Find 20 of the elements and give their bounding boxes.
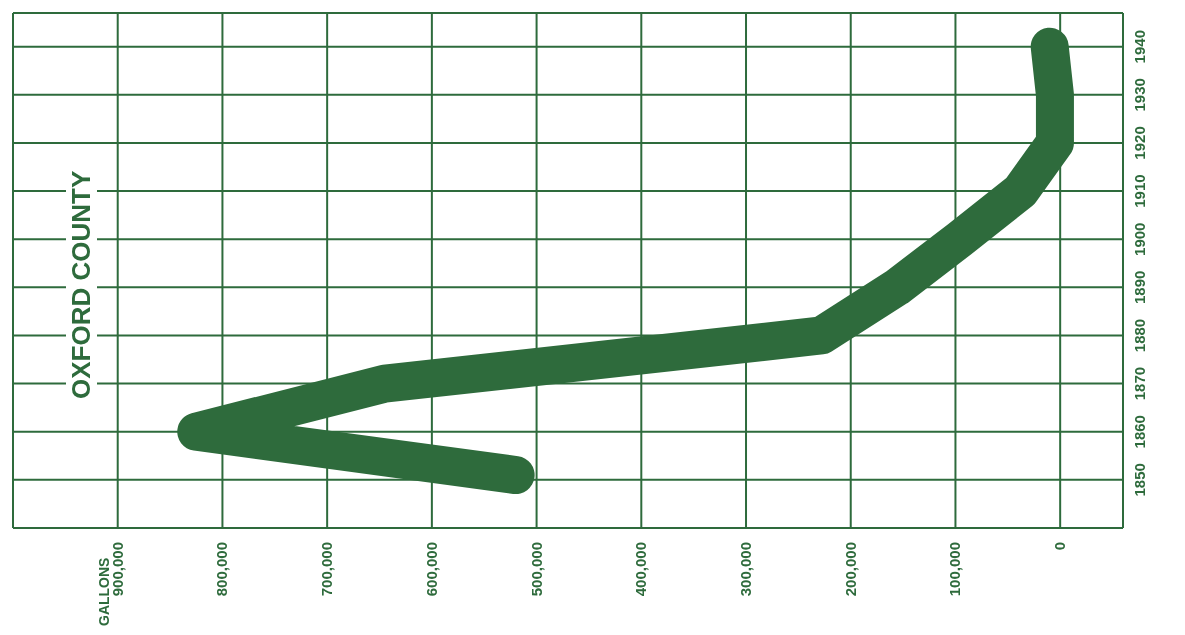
x-tick-label: 500,000: [527, 542, 545, 597]
x-tick-label: 100,000: [946, 542, 964, 597]
x-tick-label: 700,000: [318, 542, 336, 597]
y-tick-label: 1910: [1131, 174, 1148, 208]
y-tick-label: 1920: [1131, 126, 1148, 160]
y-tick-label: 1890: [1131, 270, 1148, 305]
y-tick-label: 1850: [1131, 463, 1148, 497]
x-tick-label: 400,000: [632, 542, 650, 597]
x-tick-label: 800,000: [213, 542, 231, 597]
x-tick-label: 600,000: [422, 542, 440, 597]
y-tick-label: 1870: [1131, 366, 1148, 401]
x-tick-label: 0: [1051, 542, 1069, 551]
y-tick-label: 1930: [1131, 78, 1148, 112]
text: OXFORD COUNTY: [66, 166, 97, 403]
y-tick-label: 1940: [1131, 30, 1148, 64]
y-tick-label: 1900: [1131, 222, 1148, 256]
y-tick-label: 1860: [1131, 415, 1148, 449]
y-tick-label: 1880: [1131, 318, 1148, 353]
x-tick-label: 300,000: [737, 542, 755, 597]
x-tick-label: 200,000: [841, 542, 859, 597]
